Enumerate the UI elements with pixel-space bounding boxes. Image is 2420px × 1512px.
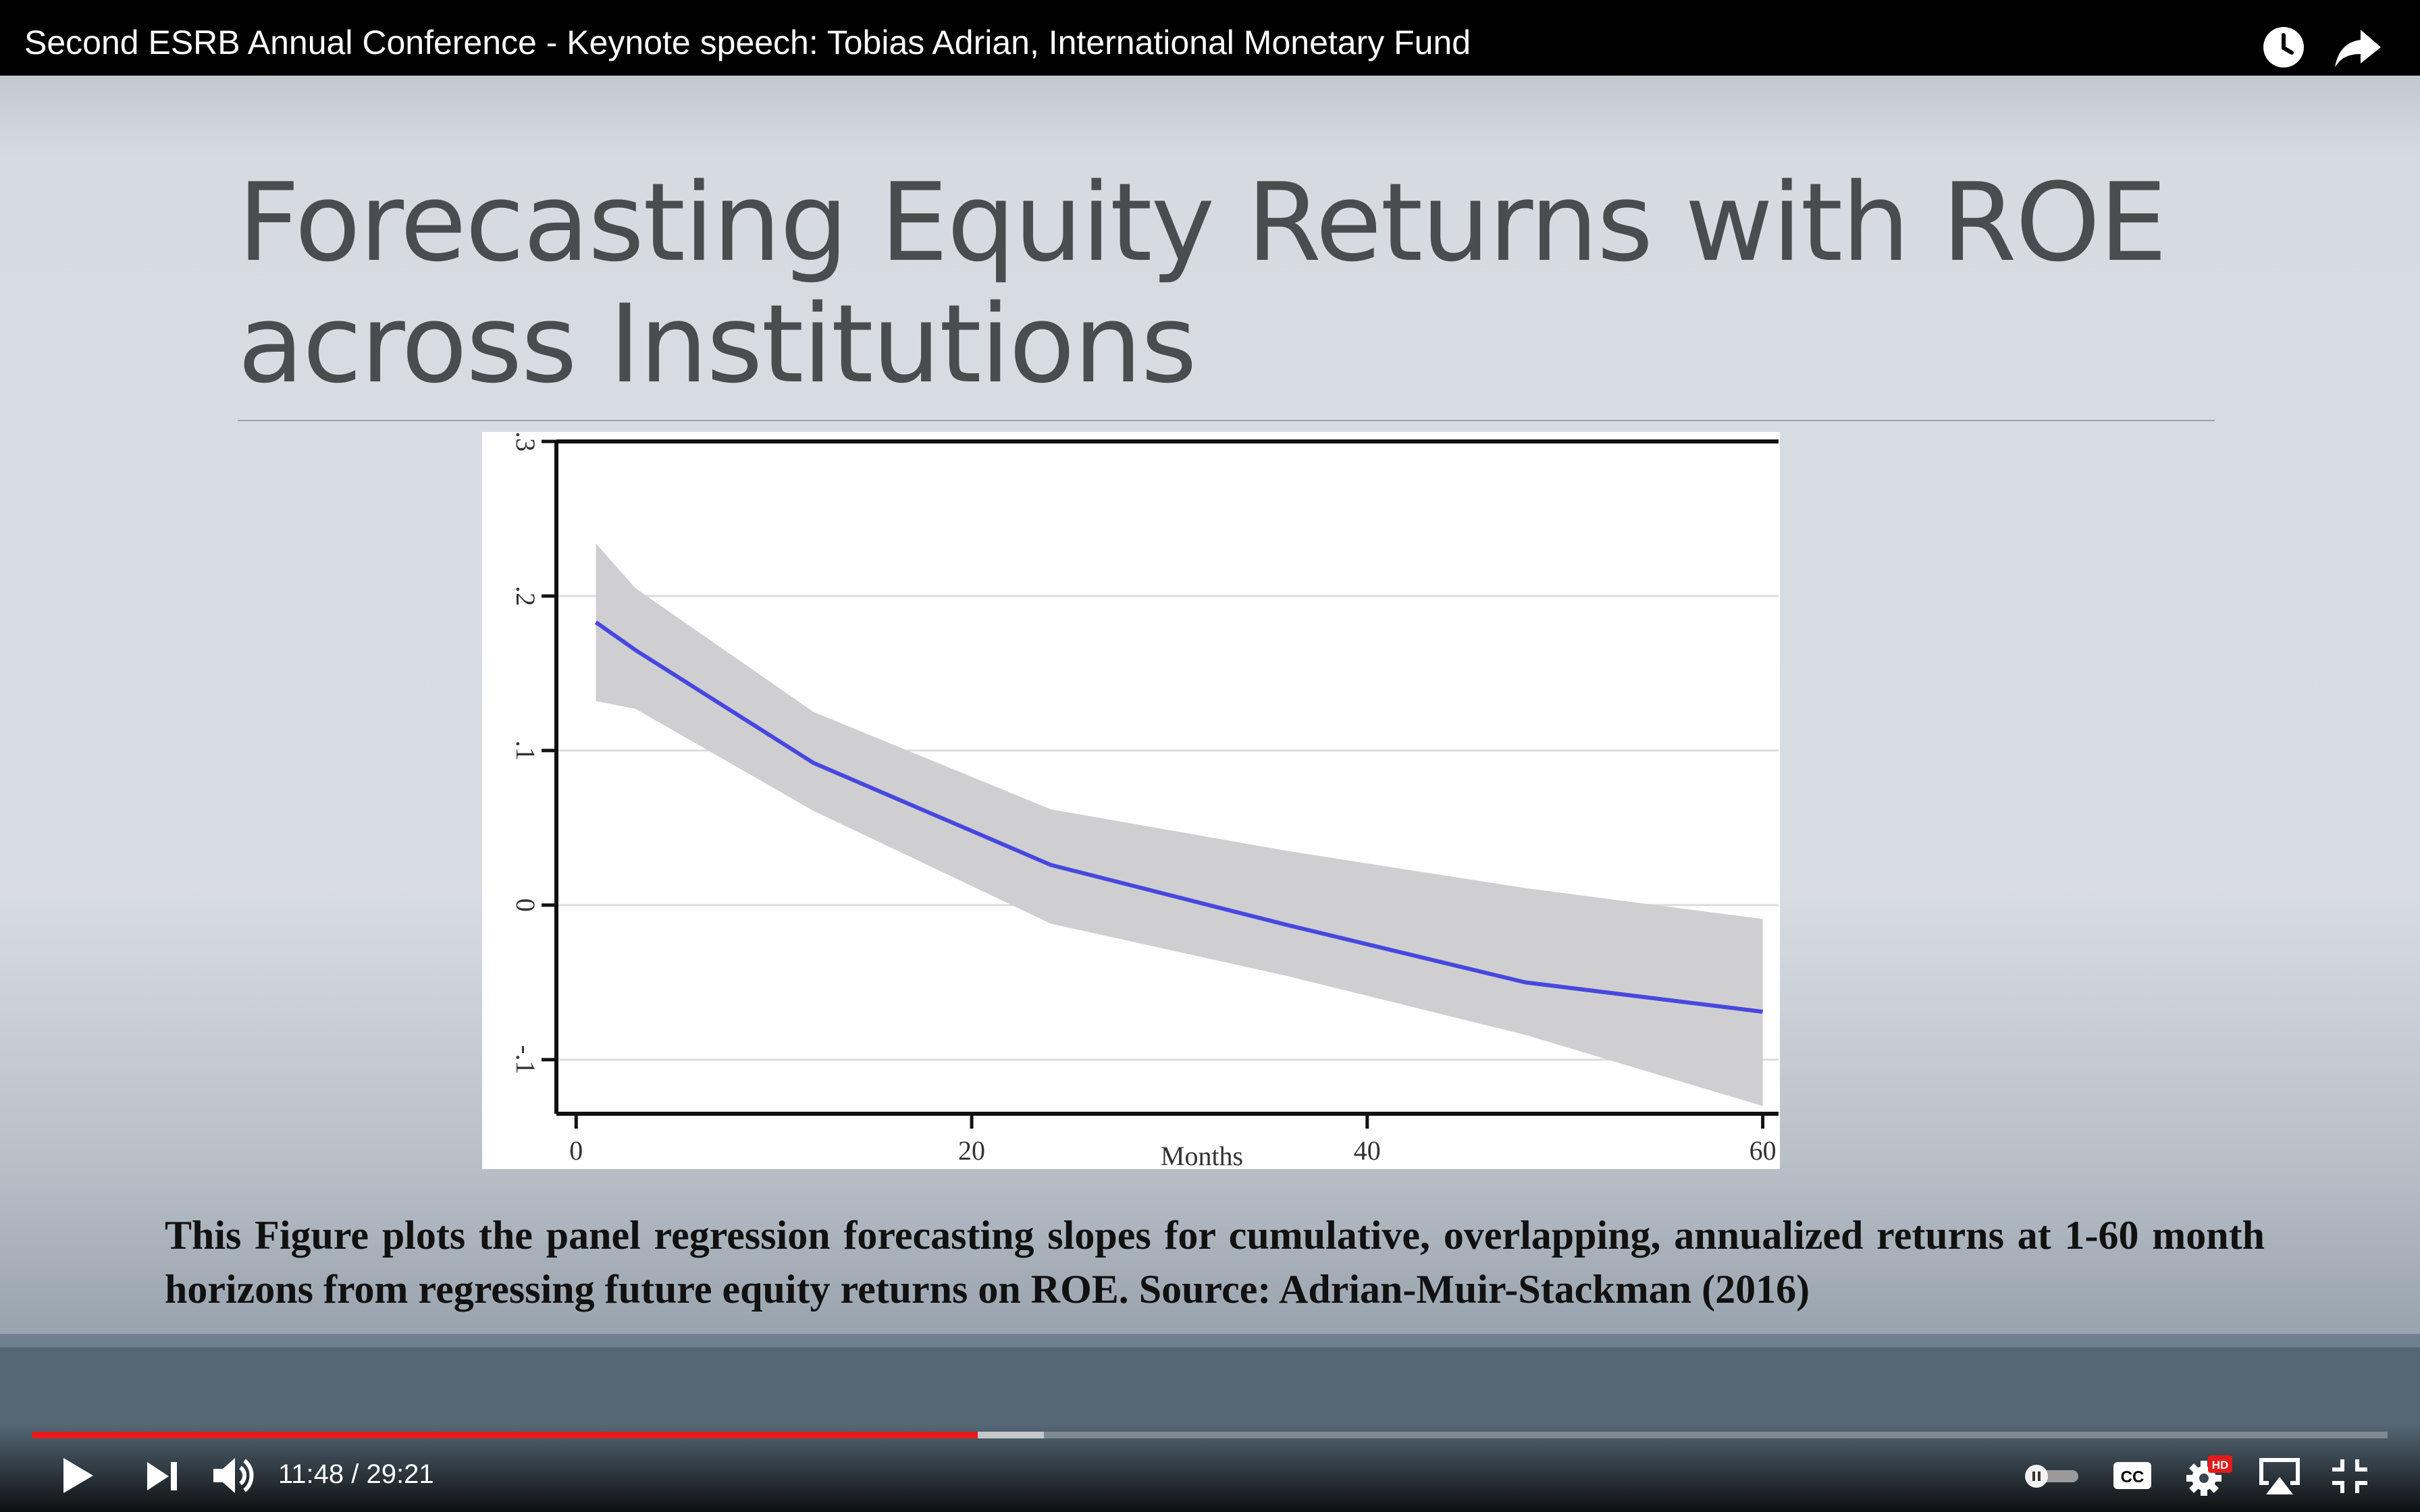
controls-divider — [0, 1334, 2420, 1347]
airplay-icon — [2259, 1458, 2300, 1494]
captions-label: CC — [2121, 1468, 2145, 1486]
next-button[interactable] — [142, 1458, 182, 1494]
time-separator: / — [344, 1459, 367, 1489]
airplay-button[interactable] — [2255, 1454, 2304, 1497]
x-tick-label: 60 — [1750, 1135, 1777, 1166]
slide-title: Forecasting Equity Returns with ROE acro… — [238, 162, 2196, 405]
time-display: 11:48 / 29:21 — [278, 1459, 434, 1490]
figure-caption: This Figure plots the panel regression f… — [165, 1213, 2265, 1312]
volume-icon — [213, 1458, 254, 1493]
play-icon — [63, 1458, 93, 1493]
exit-fullscreen-button[interactable] — [2330, 1457, 2370, 1496]
player-top-bar: Second ESRB Annual Conference - Keynote … — [0, 0, 2420, 76]
slide-title-line-1: Forecasting Equity Returns with ROE — [238, 159, 2167, 286]
volume-button[interactable] — [209, 1453, 257, 1498]
chart-background — [482, 432, 1780, 1169]
duration: 29:21 — [366, 1459, 434, 1489]
clock-icon[interactable] — [2257, 20, 2311, 74]
video-title[interactable]: Second ESRB Annual Conference - Keynote … — [24, 24, 1471, 61]
y-tick-labels: -.1 0 .1 .2 .3 — [510, 432, 541, 1075]
autoplay-toggle-icon — [2025, 1465, 2078, 1488]
slope-line — [594, 620, 1763, 1014]
presentation-slide: Forecasting Equity Returns with ROE acro… — [0, 76, 2420, 1334]
title-divider — [238, 420, 2215, 421]
progress-played — [32, 1432, 978, 1438]
x-tick-label: 40 — [1354, 1135, 1381, 1166]
controls-gradient — [0, 1424, 2420, 1512]
settings-button[interactable]: HD — [2184, 1453, 2234, 1500]
current-time: 11:48 — [278, 1459, 344, 1489]
y-tick-label: -.1 — [510, 1045, 541, 1074]
share-arrow-icon[interactable] — [2331, 20, 2385, 74]
x-tick-label: 20 — [958, 1135, 985, 1166]
slide-title-line-2: across Institutions — [238, 281, 1197, 407]
y-tick-label: .2 — [510, 586, 541, 606]
hd-badge: HD — [2212, 1459, 2229, 1472]
exit-fullscreen-icon — [2332, 1459, 2367, 1493]
x-tick-labels: 0 20 40 60 — [569, 1135, 1776, 1166]
progress-bar[interactable] — [32, 1432, 2388, 1438]
roe-forecast-chart: -.1 0 .1 .2 .3 0 20 40 60 Months — [482, 432, 1780, 1169]
y-tick-label: .1 — [510, 740, 541, 761]
x-axis-label: Months — [1161, 1141, 1243, 1169]
autoplay-toggle[interactable] — [2023, 1463, 2081, 1488]
y-tick-label: 0 — [510, 898, 541, 912]
play-button[interactable] — [54, 1453, 100, 1498]
skip-next-icon — [147, 1462, 177, 1490]
captions-icon: CC — [2113, 1462, 2151, 1489]
chart-axes — [542, 439, 1779, 1129]
y-tick-label: .3 — [510, 432, 541, 452]
captions-button[interactable]: CC — [2111, 1458, 2154, 1493]
confidence-band — [596, 543, 1763, 1106]
x-tick-label: 0 — [569, 1135, 583, 1166]
